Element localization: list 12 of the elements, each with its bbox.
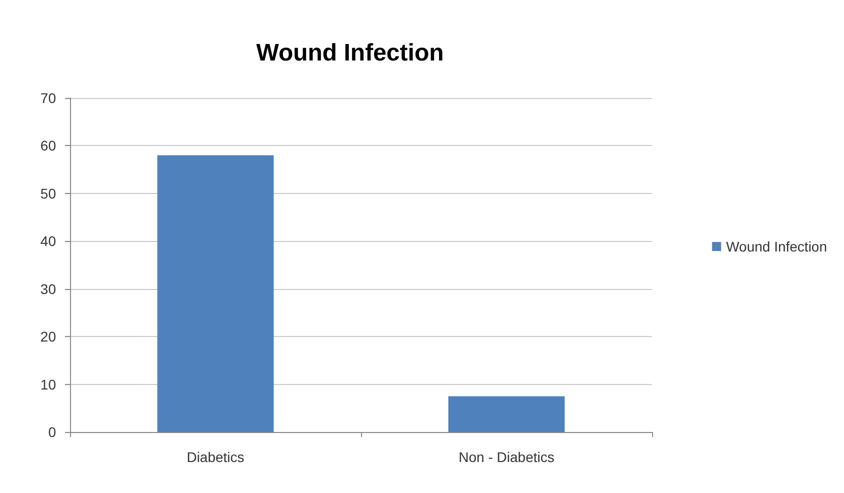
y-tick-label: 0 [48,424,56,440]
legend-label: Wound Infection [726,238,828,254]
y-tick-label: 70 [40,90,56,106]
x-tick-label: Diabetics [186,449,244,465]
y-tick-label: 50 [40,185,56,202]
y-tick-label: 20 [40,328,56,345]
x-tick-label: Non - Diabetics [458,449,554,465]
y-tick-label: 40 [40,233,56,250]
y-tick-label: 30 [40,280,56,297]
y-tick-label: 60 [40,138,56,154]
chart-title: Wound Infection [256,40,444,66]
y-tick-label: 10 [40,376,56,392]
